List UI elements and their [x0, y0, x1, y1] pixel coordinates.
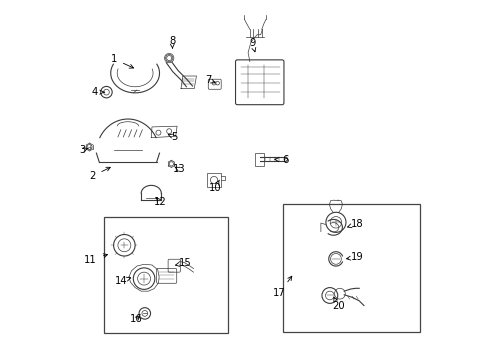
- Text: 11: 11: [84, 254, 107, 265]
- Text: 2: 2: [89, 167, 110, 181]
- Text: 12: 12: [154, 197, 166, 207]
- Text: 10: 10: [208, 180, 221, 193]
- Text: 16: 16: [129, 314, 142, 324]
- Bar: [255, 153, 264, 166]
- Text: 5: 5: [168, 132, 178, 142]
- Text: 18: 18: [347, 219, 363, 229]
- Text: 3: 3: [79, 145, 88, 155]
- Text: 19: 19: [346, 252, 363, 262]
- Bar: [104, 217, 228, 333]
- Text: 4: 4: [91, 87, 104, 97]
- Text: 7: 7: [204, 75, 215, 85]
- Text: 1: 1: [110, 54, 133, 68]
- Text: 9: 9: [249, 38, 255, 52]
- Bar: [206, 173, 221, 187]
- Text: 14: 14: [114, 276, 130, 286]
- Text: 15: 15: [175, 258, 191, 268]
- Bar: [283, 204, 419, 332]
- Text: 13: 13: [173, 164, 185, 174]
- Text: 8: 8: [168, 36, 175, 49]
- Text: 17: 17: [273, 276, 291, 298]
- Text: 20: 20: [331, 297, 344, 311]
- Text: 6: 6: [274, 155, 288, 165]
